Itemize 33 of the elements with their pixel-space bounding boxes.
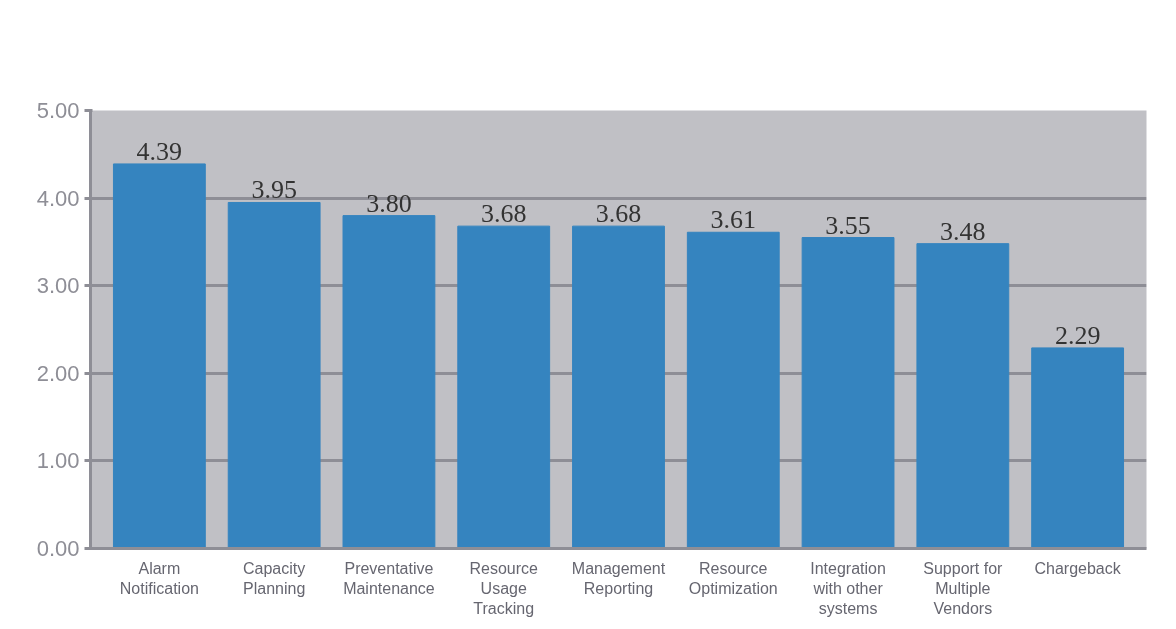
data-label: 3.95 <box>251 175 297 205</box>
bar <box>801 237 895 549</box>
x-tick-label: Capacity Planning <box>243 559 306 597</box>
data-label: 3.61 <box>710 205 757 235</box>
x-tick-label: Alarm Notification <box>119 559 199 597</box>
y-tick-label: 2.00 <box>36 360 80 386</box>
data-label: 3.80 <box>366 188 412 218</box>
bar <box>112 163 206 549</box>
y-tick-label: 0.00 <box>36 536 80 561</box>
x-tick-label: Management Reporting <box>571 559 666 597</box>
y-tick-label: 3.00 <box>36 273 80 299</box>
x-tick-label: Resource Usage Tracking <box>469 559 539 618</box>
x-tick-label: Chargeback <box>1034 559 1122 577</box>
y-tick-label: 1.00 <box>36 448 80 474</box>
data-label: 3.48 <box>940 216 986 246</box>
bar <box>342 215 436 549</box>
data-label: 4.39 <box>136 136 183 166</box>
bar <box>572 225 665 549</box>
data-label: 3.68 <box>480 199 527 229</box>
bar <box>916 243 1010 549</box>
data-label: 3.68 <box>595 199 642 229</box>
bar <box>1031 347 1125 549</box>
bar <box>227 201 321 549</box>
x-tick-label: Resource Optimization <box>688 559 778 597</box>
x-tick-label: Integration with other systems <box>810 559 886 618</box>
bar <box>686 231 780 549</box>
bar <box>457 225 551 549</box>
data-label: 3.55 <box>825 210 871 240</box>
x-tick-label: Support for Multiple Vendors <box>923 559 1004 618</box>
y-tick-label: 4.00 <box>36 185 80 211</box>
x-tick-label: Preventative Maintenance <box>343 559 435 597</box>
data-label: 2.29 <box>1054 320 1101 350</box>
y-tick-label: 5.00 <box>36 98 80 123</box>
